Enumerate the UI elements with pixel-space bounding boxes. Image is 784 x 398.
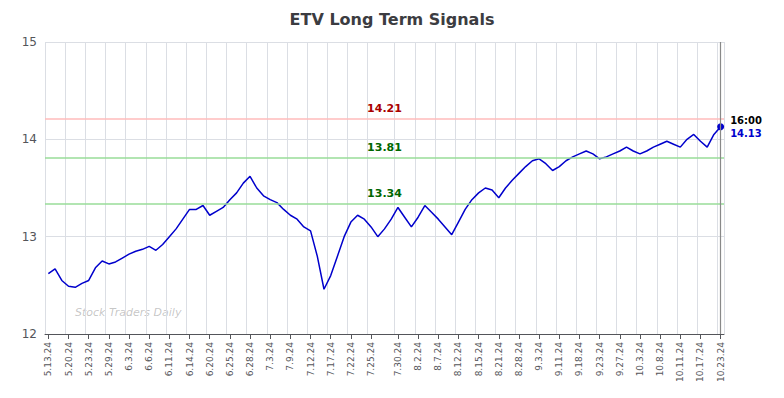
- svg-text:7.30.24: 7.30.24: [393, 342, 403, 377]
- svg-text:ETV Long Term Signals: ETV Long Term Signals: [290, 10, 495, 29]
- svg-text:9.18.24: 9.18.24: [574, 342, 584, 377]
- svg-text:9.11.24: 9.11.24: [554, 342, 564, 377]
- svg-text:15: 15: [22, 35, 37, 49]
- svg-text:7.25.24: 7.25.24: [366, 342, 376, 377]
- svg-text:10.8.24: 10.8.24: [655, 342, 665, 377]
- svg-text:7.3.24: 7.3.24: [265, 342, 275, 371]
- svg-text:8.15.24: 8.15.24: [474, 342, 484, 377]
- svg-text:6.3.24: 6.3.24: [124, 342, 134, 371]
- svg-text:6.25.24: 6.25.24: [225, 342, 235, 377]
- svg-text:5.20.24: 5.20.24: [64, 342, 74, 377]
- svg-text:5.13.24: 5.13.24: [43, 342, 53, 377]
- svg-text:6.28.24: 6.28.24: [245, 342, 255, 377]
- svg-text:10.17.24: 10.17.24: [695, 342, 705, 382]
- svg-text:7.17.24: 7.17.24: [326, 342, 336, 377]
- svg-text:8.21.24: 8.21.24: [494, 342, 504, 377]
- svg-text:13.81: 13.81: [367, 141, 402, 154]
- svg-text:16:00: 16:00: [730, 115, 762, 126]
- svg-text:14.13: 14.13: [730, 128, 762, 139]
- svg-text:5.23.24: 5.23.24: [84, 342, 94, 377]
- svg-text:13: 13: [22, 230, 37, 244]
- svg-text:6.11.24: 6.11.24: [164, 342, 174, 377]
- svg-text:10.23.24: 10.23.24: [716, 342, 726, 382]
- svg-text:14.21: 14.21: [367, 102, 402, 115]
- svg-text:9.3.24: 9.3.24: [534, 342, 544, 371]
- svg-text:9.27.24: 9.27.24: [615, 342, 625, 377]
- svg-text:8.7.24: 8.7.24: [433, 342, 443, 371]
- svg-text:10.3.24: 10.3.24: [635, 342, 645, 377]
- svg-text:7.9.24: 7.9.24: [285, 342, 295, 371]
- svg-text:14: 14: [22, 132, 37, 146]
- svg-text:7.12.24: 7.12.24: [306, 342, 316, 377]
- svg-text:5.29.24: 5.29.24: [104, 342, 114, 377]
- svg-text:12: 12: [22, 327, 37, 341]
- svg-text:7.22.24: 7.22.24: [346, 342, 356, 377]
- svg-text:13.34: 13.34: [367, 187, 402, 200]
- svg-text:8.28.24: 8.28.24: [514, 342, 524, 377]
- svg-text:8.12.24: 8.12.24: [453, 342, 463, 377]
- svg-text:6.20.24: 6.20.24: [205, 342, 215, 377]
- svg-text:6.14.24: 6.14.24: [185, 342, 195, 377]
- svg-text:6.6.24: 6.6.24: [144, 342, 154, 371]
- svg-text:Stock Traders Daily: Stock Traders Daily: [75, 306, 182, 319]
- svg-text:8.2.24: 8.2.24: [413, 342, 423, 371]
- svg-text:10.11.24: 10.11.24: [675, 342, 685, 382]
- svg-text:9.23.24: 9.23.24: [595, 342, 605, 377]
